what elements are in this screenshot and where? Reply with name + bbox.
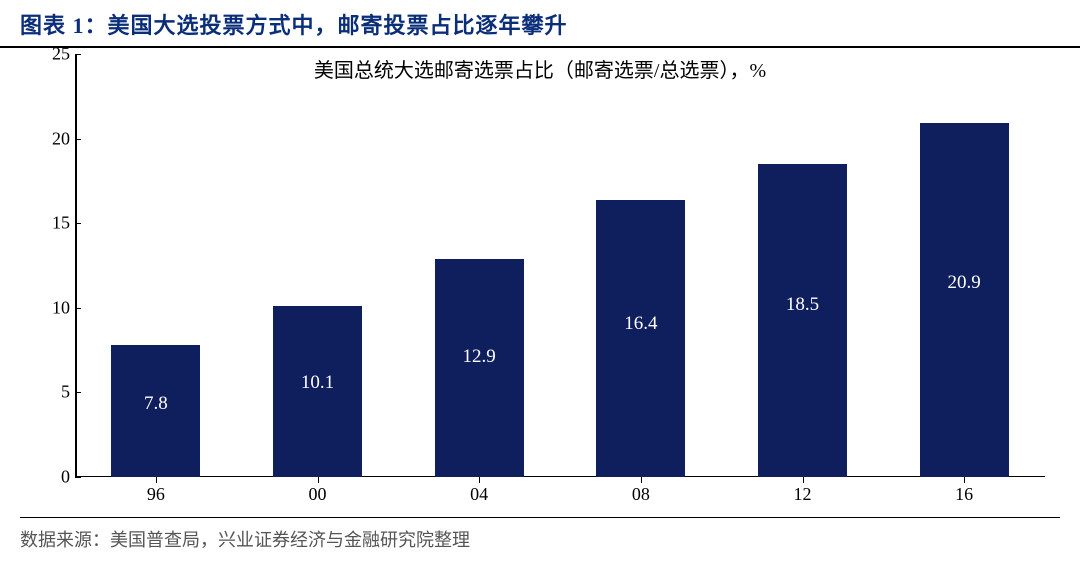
y-tick-mark [75, 54, 81, 55]
bar-value-label: 10.1 [273, 372, 362, 394]
y-tick-label: 15 [35, 213, 70, 234]
y-axis: 0510152025 [35, 54, 70, 477]
bar: 12.9 [435, 259, 524, 477]
bar-value-label: 16.4 [596, 313, 685, 335]
bar: 18.5 [758, 164, 847, 477]
x-tick-label: 12 [794, 484, 812, 505]
y-tick-mark [75, 392, 81, 393]
bar: 10.1 [273, 306, 362, 477]
bar: 7.8 [111, 345, 200, 477]
x-tick-mark [479, 477, 480, 483]
y-tick-mark [75, 308, 81, 309]
x-tick-mark [803, 477, 804, 483]
bar: 20.9 [920, 123, 1009, 477]
y-tick-mark [75, 223, 81, 224]
bar-value-label: 12.9 [435, 346, 524, 368]
source-text: 数据来源：美国普查局，兴业证券经济与金融研究院整理 [0, 518, 1080, 560]
y-tick-label: 0 [35, 467, 70, 488]
x-tick-label: 04 [470, 484, 488, 505]
bars-container: 7.8 10.1 12.9 16.4 18.5 20.9 [75, 54, 1045, 477]
x-tick-label: 16 [955, 484, 973, 505]
x-tick-label: 96 [147, 484, 165, 505]
y-tick-label: 5 [35, 382, 70, 403]
x-tick-label: 00 [309, 484, 327, 505]
y-tick-label: 25 [35, 44, 70, 65]
x-axis-labels: 96 00 04 08 12 16 [75, 484, 1045, 509]
bar-value-label: 7.8 [111, 393, 200, 415]
figure-title: 图表 1：美国大选投票方式中，邮寄投票占比逐年攀升 [20, 8, 1060, 40]
x-tick-mark [641, 477, 642, 483]
bar-value-label: 20.9 [920, 272, 1009, 294]
x-tick-mark [964, 477, 965, 483]
plot-region: 0510152025 7.810.112.916.418.520.9 [75, 54, 1045, 477]
y-tick-label: 20 [35, 128, 70, 149]
chart-area: 美国总统大选邮寄选票占比（邮寄选票/总选票），% 0510152025 7.81… [20, 48, 1060, 518]
x-tick-mark [156, 477, 157, 483]
bar: 16.4 [596, 200, 685, 477]
y-tick-label: 10 [35, 297, 70, 318]
y-tick-mark [75, 477, 81, 478]
bar-value-label: 18.5 [758, 294, 847, 316]
x-tick-label: 08 [632, 484, 650, 505]
figure-header: 图表 1：美国大选投票方式中，邮寄投票占比逐年攀升 [0, 0, 1080, 48]
y-tick-mark [75, 139, 81, 140]
x-tick-mark [318, 477, 319, 483]
